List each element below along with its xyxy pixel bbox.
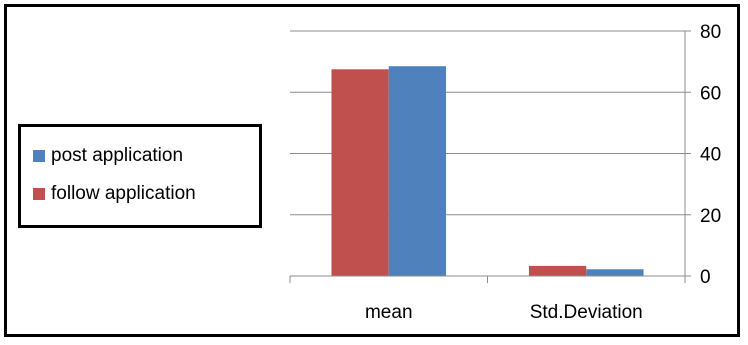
- legend-swatch-post-application: [33, 150, 45, 162]
- y-tick-label-60: 60: [700, 83, 721, 104]
- y-tick-label-20: 20: [700, 206, 721, 227]
- legend-label-post-application: post application: [51, 145, 184, 166]
- bar-post-application-mean: [388, 66, 447, 276]
- x-tick-label-0: mean: [365, 302, 413, 323]
- legend-item-post-application: post application: [33, 137, 259, 175]
- y-tick-label-0: 0: [700, 267, 711, 288]
- bars: [331, 66, 644, 276]
- x-tick-label-1: Std.Deviation: [530, 302, 643, 323]
- legend-label-follow-application: follow application: [51, 183, 196, 204]
- bar-follow-application-mean: [331, 69, 389, 276]
- axis-labels: 0 20 40 60 80 mean Std.Deviation: [365, 22, 721, 323]
- bar-post-application-stddeviation: [586, 269, 644, 276]
- y-tick-label-40: 40: [700, 145, 721, 166]
- bar-follow-application-stddeviation: [528, 265, 587, 276]
- legend: post application follow application: [18, 124, 262, 228]
- legend-swatch-follow-application: [33, 188, 45, 200]
- axes: [289, 30, 691, 283]
- legend-item-follow-application: follow application: [33, 175, 259, 213]
- y-tick-label-80: 80: [700, 22, 721, 43]
